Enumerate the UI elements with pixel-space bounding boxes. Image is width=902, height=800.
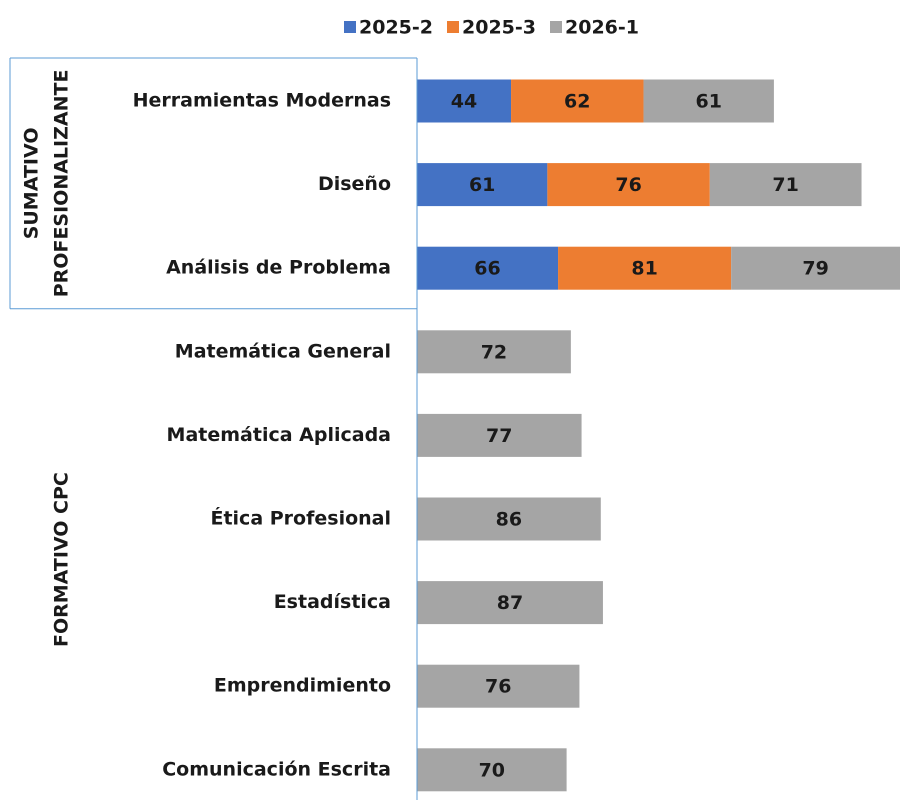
- bar-segment: [417, 79, 512, 123]
- bar-segment: [547, 163, 710, 207]
- bar-segment: [417, 748, 567, 792]
- category-label: Comunicación Escrita: [162, 758, 391, 780]
- bar-segment: [731, 246, 900, 290]
- category-label: Estadística: [274, 591, 391, 613]
- legend-label: 2025-2: [359, 17, 433, 39]
- bar-segment: [417, 664, 580, 708]
- data-label: 72: [481, 341, 507, 363]
- bar-segment: [417, 413, 582, 457]
- data-label: 61: [469, 174, 495, 196]
- category-label: Matemática Aplicada: [167, 424, 391, 446]
- data-label: 44: [451, 91, 477, 113]
- category-label: Matemática General: [175, 340, 391, 362]
- legend-swatch: [447, 21, 459, 33]
- data-label: 79: [802, 258, 828, 280]
- bar-segment: [417, 581, 603, 625]
- category-label: Emprendimiento: [214, 675, 391, 697]
- data-label: 61: [695, 91, 721, 113]
- bar-segment: [417, 246, 559, 290]
- category-label: Herramientas Modernas: [133, 90, 391, 112]
- bar-segment: [417, 163, 548, 207]
- bar-segment: [709, 163, 862, 207]
- category-label: Análisis de Problema: [166, 257, 391, 279]
- data-label: 87: [497, 592, 523, 614]
- group-label: PROFESIONALIZANTE: [51, 70, 73, 298]
- group-label: SUMATIVO: [21, 127, 43, 239]
- data-label: 62: [564, 91, 590, 113]
- category-label: Diseño: [318, 173, 391, 195]
- legend-swatch: [344, 21, 356, 33]
- data-label: 76: [485, 676, 511, 698]
- bar-segment: [558, 246, 732, 290]
- bar-segment: [511, 79, 644, 123]
- category-label: Ética Profesional: [210, 507, 391, 530]
- data-label: 70: [479, 759, 505, 781]
- legend-swatch: [550, 21, 562, 33]
- data-label: 71: [772, 174, 798, 196]
- bar-segment: [417, 330, 571, 374]
- bar-segment: [643, 79, 774, 123]
- data-label: 66: [474, 258, 500, 280]
- bar-segment: [417, 497, 601, 541]
- data-label: 77: [486, 425, 512, 447]
- legend-label: 2026-1: [565, 17, 639, 39]
- legend-label: 2025-3: [462, 17, 536, 39]
- data-label: 76: [615, 174, 641, 196]
- data-label: 86: [496, 509, 522, 531]
- group-label: FORMATIVO CPC: [51, 472, 73, 647]
- data-label: 81: [631, 258, 657, 280]
